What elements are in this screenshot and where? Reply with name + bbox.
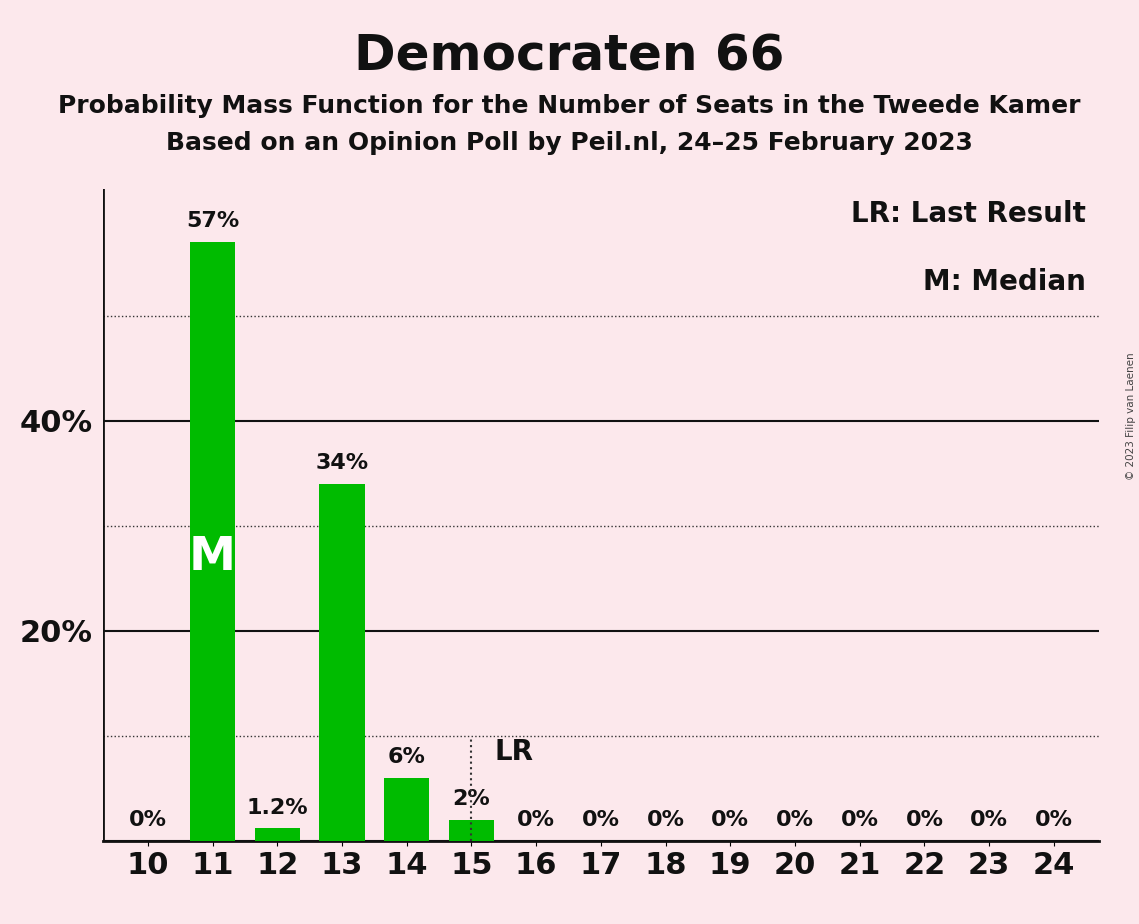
Text: 1.2%: 1.2% — [246, 797, 308, 818]
Text: 6%: 6% — [387, 748, 426, 767]
Text: 0%: 0% — [841, 810, 878, 831]
Bar — [384, 778, 429, 841]
Text: 0%: 0% — [582, 810, 620, 831]
Text: 0%: 0% — [711, 810, 749, 831]
Text: 34%: 34% — [316, 453, 369, 473]
Text: 0%: 0% — [906, 810, 943, 831]
Text: LR: Last Result: LR: Last Result — [851, 200, 1087, 228]
Text: Based on an Opinion Poll by Peil.nl, 24–25 February 2023: Based on an Opinion Poll by Peil.nl, 24–… — [166, 131, 973, 155]
Text: 0%: 0% — [776, 810, 814, 831]
Text: 57%: 57% — [186, 212, 239, 231]
Text: 0%: 0% — [517, 810, 555, 831]
Text: Democraten 66: Democraten 66 — [354, 32, 785, 80]
Bar — [449, 820, 494, 841]
Bar — [190, 242, 235, 841]
Bar — [255, 828, 300, 841]
Text: M: M — [189, 535, 236, 579]
Text: 0%: 0% — [647, 810, 685, 831]
Text: LR: LR — [494, 737, 533, 765]
Text: Probability Mass Function for the Number of Seats in the Tweede Kamer: Probability Mass Function for the Number… — [58, 94, 1081, 118]
Text: 0%: 0% — [129, 810, 166, 831]
Text: 2%: 2% — [452, 789, 490, 809]
Bar — [319, 483, 364, 841]
Text: 0%: 0% — [970, 810, 1008, 831]
Text: M: Median: M: Median — [924, 268, 1087, 297]
Text: © 2023 Filip van Laenen: © 2023 Filip van Laenen — [1126, 352, 1136, 480]
Text: 0%: 0% — [1035, 810, 1073, 831]
